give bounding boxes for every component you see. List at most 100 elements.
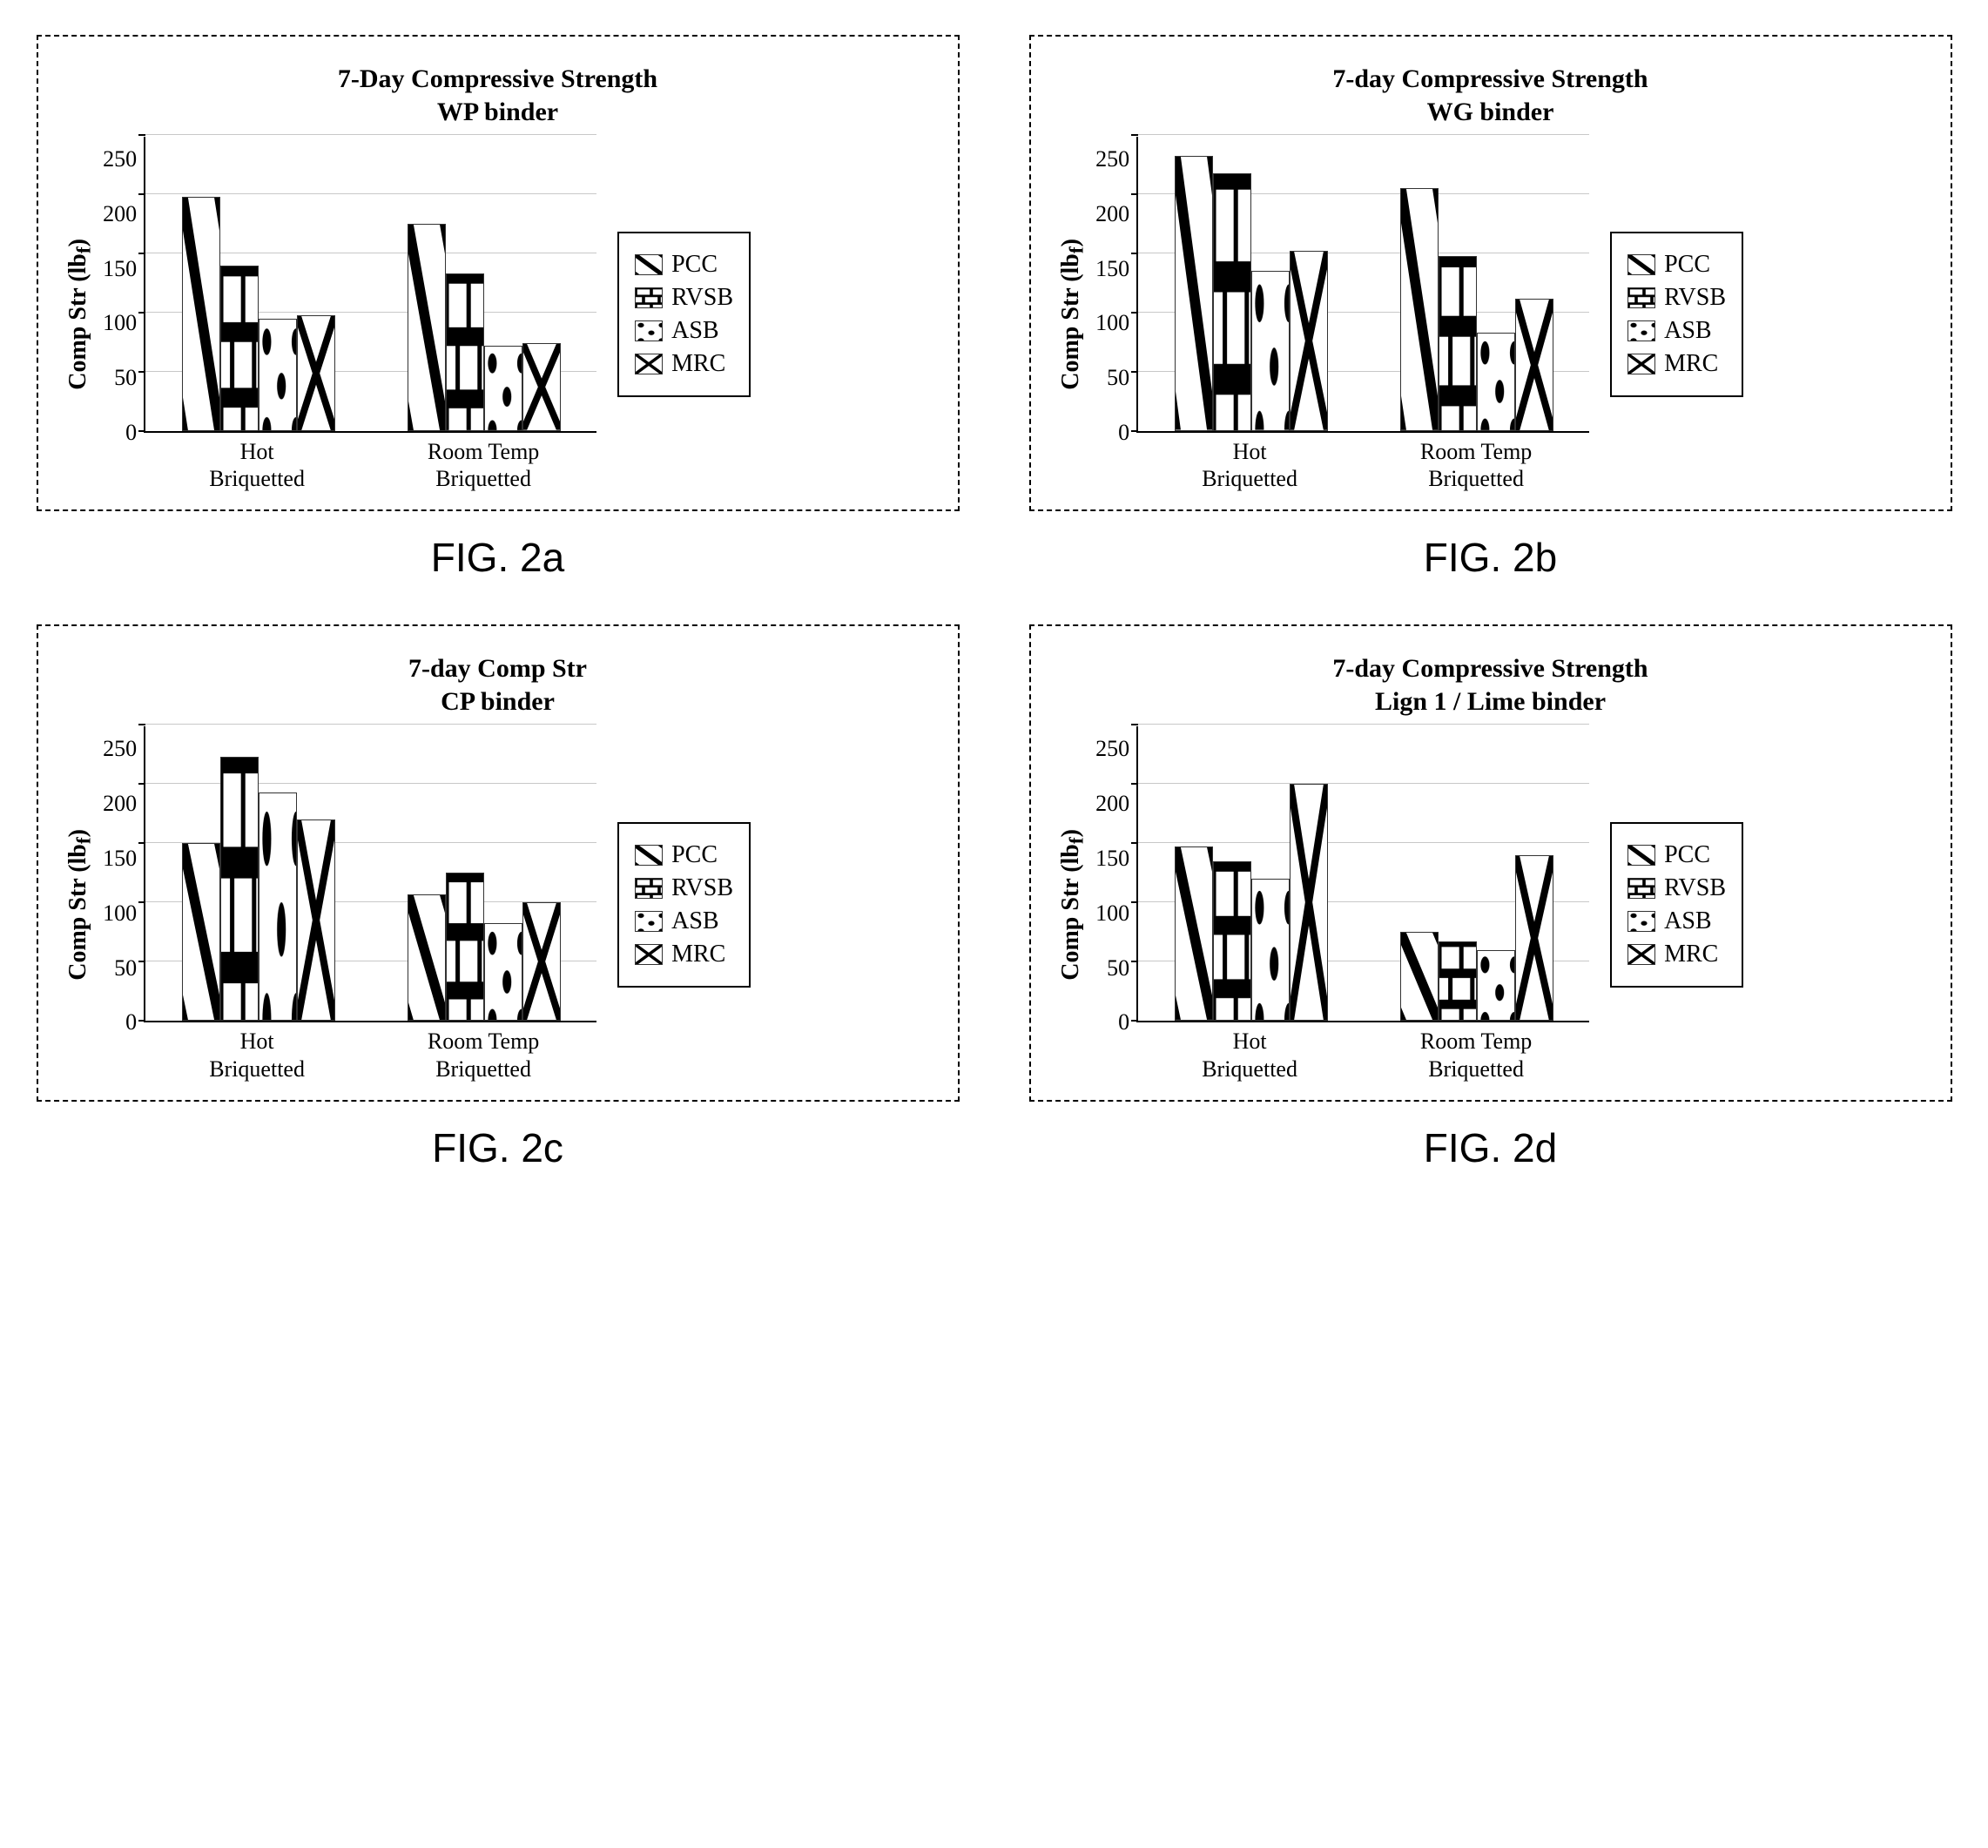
bar-groups <box>145 137 596 431</box>
bar-mrc <box>522 343 561 431</box>
y-axis: 250200150100500 <box>1095 137 1136 433</box>
legend-item-mrc: MRC <box>1627 350 1726 378</box>
y-axis-label: Comp Str (lbf) <box>64 829 97 981</box>
legend-label: PCC <box>671 251 718 279</box>
ytick <box>138 724 145 725</box>
ytick-label: 100 <box>1095 312 1129 334</box>
bar-asb <box>1251 271 1290 431</box>
legend-item-rvsb: RVSB <box>635 874 733 902</box>
figure-caption: FIG. 2c <box>432 1124 563 1171</box>
bar-pcc <box>1175 846 1213 1021</box>
ytick-label: 200 <box>103 792 137 815</box>
ytick-label: 150 <box>103 847 137 870</box>
bar-rvsb <box>446 873 484 1021</box>
ytick-label: 200 <box>1095 203 1129 226</box>
legend-label: MRC <box>1664 350 1718 378</box>
y-axis: 250200150100500 <box>103 726 144 1022</box>
xlabel: Room TempBriquetted <box>396 438 570 492</box>
xlabel: HotBriquetted <box>170 1028 344 1082</box>
ytick-label: 50 <box>114 367 137 389</box>
plot-column: 250200150100500 HotBriquettedRoom TempBr… <box>103 726 596 1082</box>
bar-pcc <box>1400 932 1439 1021</box>
legend-label: MRC <box>671 941 725 968</box>
legend: PCC RVSB ASB MRC <box>617 232 751 397</box>
ytick-label: 0 <box>1118 1011 1129 1034</box>
xlabel: Room TempBriquetted <box>1389 1028 1563 1082</box>
legend-item-asb: ASB <box>635 317 733 345</box>
bar-pcc <box>182 197 220 431</box>
chart-body: Comp Str (lbf) 250200150100500 HotBrique… <box>1057 137 1924 492</box>
x-axis-labels: HotBriquettedRoom TempBriquetted <box>1136 438 1589 492</box>
fig2a-panel: 7-Day Compressive StrengthWP binder Comp… <box>37 35 960 581</box>
ytick-label: 150 <box>1095 258 1129 280</box>
ytick-label: 100 <box>103 902 137 925</box>
bar-rvsb <box>1213 861 1251 1022</box>
ytick <box>1131 253 1138 254</box>
chart-title: 7-Day Compressive StrengthWP binder <box>338 63 657 128</box>
plot-row: 250200150100500 <box>103 137 596 433</box>
ytick-label: 200 <box>1095 792 1129 815</box>
bar-group <box>1400 188 1553 431</box>
ytick-label: 50 <box>1107 367 1129 389</box>
legend-label: PCC <box>1664 841 1710 869</box>
legend-item-pcc: PCC <box>1627 841 1726 869</box>
ytick-label: 0 <box>1118 422 1129 444</box>
legend-item-pcc: PCC <box>1627 251 1726 279</box>
chart-box: 7-Day Compressive StrengthWP binder Comp… <box>64 63 932 492</box>
bar-asb <box>259 319 297 431</box>
chart-body: Comp Str (lbf) 250200150100500 HotBrique… <box>64 726 932 1082</box>
legend-item-mrc: MRC <box>1627 941 1726 968</box>
bar-asb <box>484 923 522 1022</box>
legend-item-pcc: PCC <box>635 841 733 869</box>
legend-swatch <box>635 878 663 899</box>
xlabel: Room TempBriquetted <box>396 1028 570 1082</box>
chart-title: 7-day Comp StrCP binder <box>408 652 587 718</box>
bar-groups <box>1138 726 1589 1021</box>
gridline <box>1138 134 1589 135</box>
y-axis-label: Comp Str (lbf) <box>64 239 97 390</box>
legend-swatch <box>635 845 663 866</box>
bar-asb <box>484 346 522 431</box>
bar-asb <box>1477 950 1515 1022</box>
legend-swatch <box>635 320 663 341</box>
bar-rvsb <box>1439 941 1477 1021</box>
legend-swatch <box>1627 845 1655 866</box>
ytick <box>138 371 145 373</box>
ytick-label: 100 <box>103 312 137 334</box>
ytick <box>1131 842 1138 844</box>
legend-swatch <box>1627 878 1655 899</box>
ytick <box>1131 1020 1138 1022</box>
bar-mrc <box>522 902 561 1021</box>
legend-label: ASB <box>671 907 718 935</box>
chart-box: 7-day Comp StrCP binder Comp Str (lbf) 2… <box>64 652 932 1082</box>
legend-label: MRC <box>1664 941 1718 968</box>
legend-item-rvsb: RVSB <box>1627 874 1726 902</box>
plot-row: 250200150100500 <box>103 726 596 1022</box>
legend-label: RVSB <box>671 874 733 902</box>
legend-swatch <box>1627 354 1655 374</box>
ytick-label: 250 <box>1095 738 1129 760</box>
ytick-label: 250 <box>103 738 137 760</box>
y-axis-label: Comp Str (lbf) <box>1057 829 1089 981</box>
legend-swatch <box>1627 944 1655 965</box>
bar-group <box>182 197 335 431</box>
ytick-label: 150 <box>1095 847 1129 870</box>
ytick <box>138 783 145 785</box>
legend-swatch <box>635 287 663 308</box>
ytick <box>138 961 145 962</box>
chart-box: 7-day Compressive StrengthLign 1 / Lime … <box>1057 652 1924 1082</box>
legend-label: ASB <box>1664 907 1711 935</box>
chart-panel: 7-Day Compressive StrengthWP binder Comp… <box>37 35 960 511</box>
legend: PCC RVSB ASB MRC <box>1610 822 1743 988</box>
bar-group <box>1175 156 1328 431</box>
ytick <box>1131 371 1138 373</box>
ytick-label: 50 <box>1107 957 1129 980</box>
ytick-label: 100 <box>1095 902 1129 925</box>
figure-caption: FIG. 2a <box>431 534 564 581</box>
ytick <box>1131 901 1138 903</box>
legend-label: PCC <box>671 841 718 869</box>
gridline <box>145 724 596 725</box>
legend-item-asb: ASB <box>635 907 733 935</box>
ytick <box>1131 312 1138 314</box>
legend: PCC RVSB ASB MRC <box>1610 232 1743 397</box>
